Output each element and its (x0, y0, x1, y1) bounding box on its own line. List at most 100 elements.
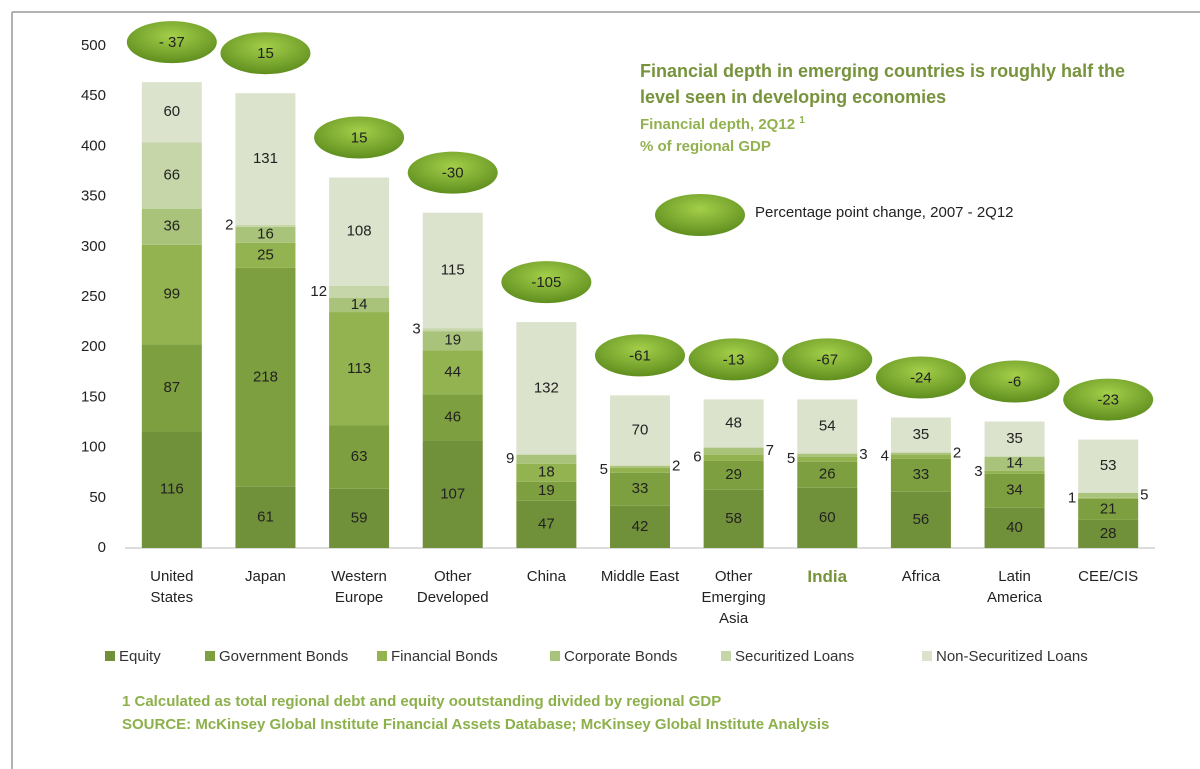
change-ellipse (126, 21, 217, 64)
data-label: 3 (974, 463, 982, 480)
data-label: 16 (257, 226, 274, 243)
change-label: -6 (1008, 373, 1021, 390)
footnote-marker: 1 (799, 115, 805, 126)
data-label: 19 (444, 332, 461, 349)
bar-segment (1078, 519, 1139, 548)
bar-segment (703, 454, 764, 461)
data-label: 7 (766, 442, 774, 459)
bar-segment (141, 82, 202, 143)
bar-segment (610, 472, 670, 506)
bar-segment (422, 440, 483, 548)
data-label: 5 (1140, 486, 1148, 503)
legend-item: Government Bonds (205, 648, 348, 665)
change-ellipse (595, 334, 685, 377)
bar-segment (797, 399, 858, 454)
change-ellipse (688, 338, 779, 381)
x-tick-label: United States (150, 568, 194, 606)
change-ellipse (220, 32, 311, 75)
change-ellipse (407, 151, 498, 194)
bar-segment (516, 481, 577, 501)
legend-label: Government Bonds (219, 648, 349, 665)
data-label: 54 (819, 417, 836, 434)
data-label: 4 (881, 448, 889, 465)
change-label: -23 (1097, 392, 1119, 409)
data-label: 40 (1006, 519, 1023, 536)
data-label: 6 (693, 449, 701, 466)
chart-title: Financial depth in emerging countries is… (640, 61, 1126, 107)
data-label: 25 (257, 246, 274, 263)
bar-segment (235, 224, 296, 227)
bar-segment (329, 285, 390, 299)
change-ellipse (782, 338, 873, 381)
y-tick-label: 0 (98, 539, 106, 556)
y-tick-label: 300 (81, 238, 106, 255)
data-label: 12 (310, 283, 327, 300)
y-tick-label: 100 (81, 439, 106, 456)
data-label: 44 (444, 363, 461, 380)
data-label: 33 (632, 480, 649, 497)
y-tick-label: 150 (81, 388, 106, 405)
bar-segment (610, 467, 670, 473)
data-label: 33 (913, 466, 930, 483)
data-label: 58 (725, 510, 742, 527)
data-label: 14 (1006, 455, 1023, 472)
bar-segment (141, 431, 202, 548)
change-legend-text: Percentage point change, 2007 - 2Q12 (755, 204, 1014, 221)
bar-segment (235, 242, 296, 268)
legend-swatch (922, 651, 932, 661)
legend-swatch (377, 651, 387, 661)
data-label: 2 (672, 458, 680, 475)
data-label: 61 (257, 508, 274, 525)
footnotes: 1 Calculated as total regional debt and … (122, 690, 829, 736)
x-tick-label: Africa (901, 568, 941, 585)
x-tick-label: CEE/CIS (1078, 568, 1139, 585)
data-label: 131 (253, 150, 278, 167)
data-label: 47 (538, 515, 555, 532)
bar-segment (797, 461, 858, 488)
bar-segment (610, 395, 670, 466)
data-label: 21 (1100, 500, 1117, 517)
legend-label: Corporate Bonds (564, 648, 678, 665)
bar-segment (516, 500, 577, 548)
change-label: -105 (531, 274, 561, 291)
data-label: 60 (819, 509, 836, 526)
legend-swatch (550, 651, 560, 661)
change-label: -13 (723, 351, 745, 368)
data-label: 53 (1100, 457, 1117, 474)
bar-segment (422, 350, 483, 395)
legend-ellipse (655, 194, 745, 236)
title-block: Financial depth in emerging countries is… (640, 58, 1130, 158)
bar-segment (329, 488, 390, 548)
data-label: 18 (538, 464, 555, 481)
bar-segment (235, 93, 296, 225)
data-label: 19 (538, 482, 555, 499)
bar-segment (1078, 492, 1139, 498)
bar-segment (890, 491, 951, 548)
change-label: -30 (442, 165, 464, 182)
x-tick-label: Other Developed (416, 568, 489, 606)
bar-segment (422, 328, 483, 332)
legend-item: Financial Bonds (377, 648, 498, 665)
bar-segment (703, 447, 764, 455)
data-label: 5 (787, 450, 795, 467)
bar-segment (610, 505, 670, 548)
bar-segment (703, 399, 764, 448)
data-label: 35 (1006, 430, 1023, 447)
data-label: 14 (351, 296, 368, 313)
bar-segment (984, 473, 1045, 508)
legend-label: Securitized Loans (735, 648, 855, 665)
bar-segment (329, 298, 390, 313)
data-label: 42 (632, 518, 649, 535)
bar-segment (422, 394, 483, 441)
data-label: 63 (351, 448, 368, 465)
x-tick-label: Other Emerging Asia (701, 568, 766, 627)
data-label: 70 (632, 422, 649, 439)
data-label: 48 (725, 414, 742, 431)
bar-segment (890, 452, 951, 455)
legend-swatch (105, 651, 115, 661)
bar-segment (235, 226, 296, 243)
x-tick-label: Western Europe (331, 568, 387, 606)
legend-label: Equity (119, 648, 161, 665)
